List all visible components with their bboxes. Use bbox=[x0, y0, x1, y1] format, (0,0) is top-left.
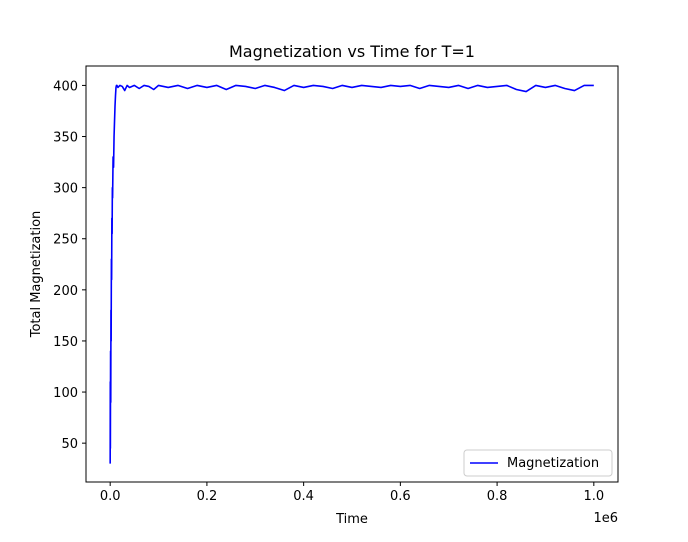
legend: Magnetization bbox=[463, 449, 613, 477]
y-tick-label: 100 bbox=[53, 386, 78, 401]
plot-background bbox=[86, 66, 618, 482]
x-tick-label: 0.8 bbox=[487, 489, 508, 504]
legend-frame bbox=[463, 449, 613, 477]
y-axis-label: Total Magnetization bbox=[29, 211, 44, 339]
axes-frame bbox=[85, 65, 619, 483]
plot-area: 0.0 0.2 0.4 0.6 0.8 1.0 50 100 150 200 250 300 350 40… bbox=[53, 65, 619, 504]
x-axis-label: Time bbox=[335, 512, 368, 527]
y-tick-label: 400 bbox=[53, 79, 78, 94]
y-tick-label: 50 bbox=[61, 437, 78, 452]
series-line-magnetization bbox=[109, 84, 594, 464]
y-tick-label: 150 bbox=[53, 335, 78, 350]
x-tick-label: 0.4 bbox=[293, 489, 314, 504]
x-axis-offset-label: 1e6 bbox=[593, 511, 618, 526]
y-tick-label: 300 bbox=[53, 182, 78, 197]
y-tick-label: 350 bbox=[53, 131, 78, 146]
y-tick-label: 200 bbox=[53, 284, 78, 299]
legend-label-magnetization: Magnetization bbox=[507, 456, 599, 471]
chart-title: Magnetization vs Time for T=1 bbox=[229, 42, 475, 61]
x-tick-label: 0.6 bbox=[390, 489, 411, 504]
y-tick-label: 250 bbox=[53, 233, 78, 248]
x-tick-label: 0.0 bbox=[100, 489, 121, 504]
x-tick-label: 1.0 bbox=[583, 489, 604, 504]
x-tick-label: 0.2 bbox=[197, 489, 218, 504]
